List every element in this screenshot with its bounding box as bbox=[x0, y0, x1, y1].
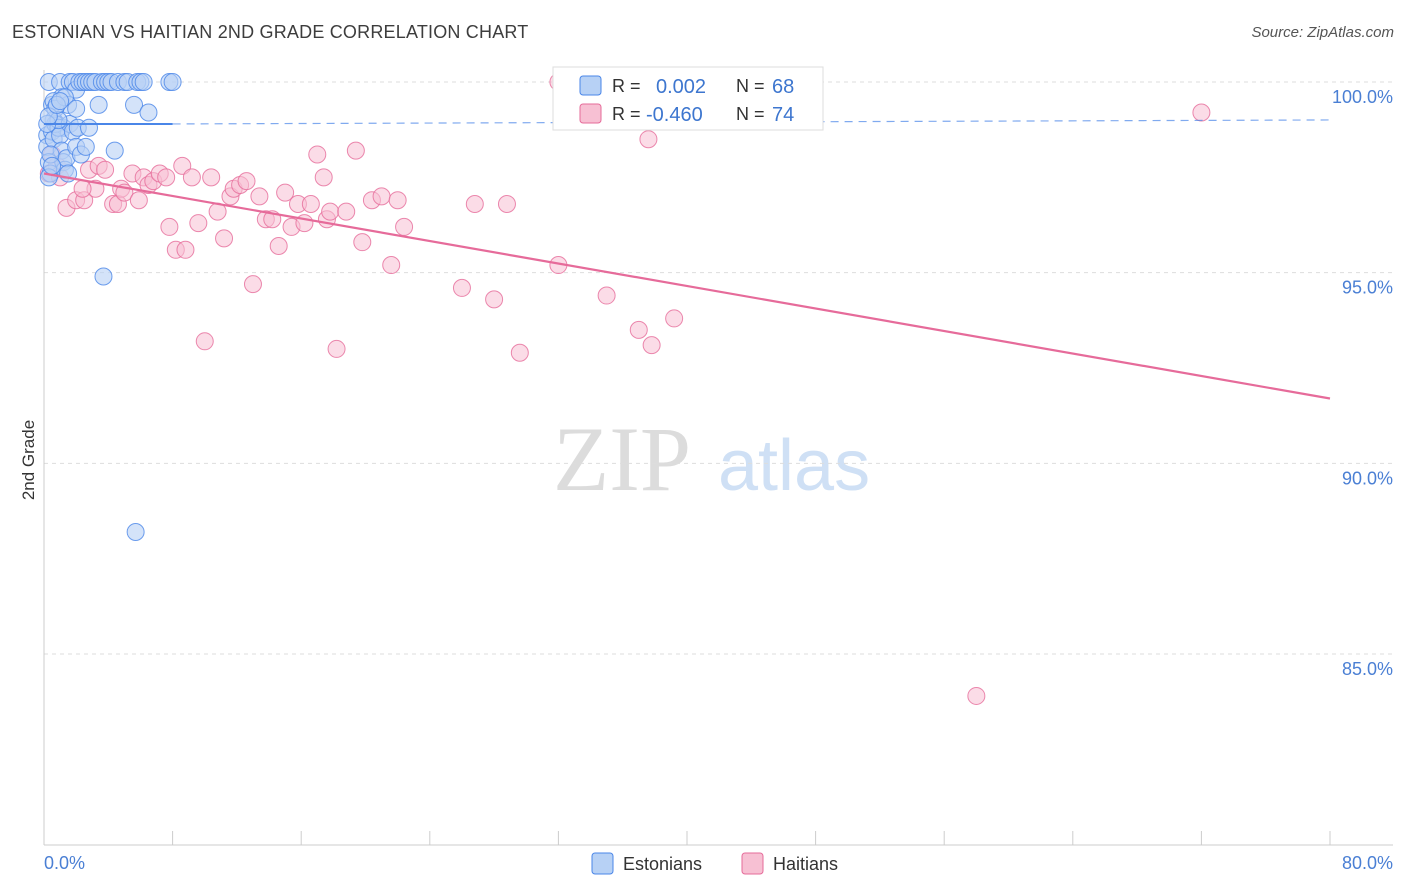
estonian-point bbox=[105, 141, 124, 160]
haitians-r-value: -0.460 bbox=[646, 104, 703, 126]
haitian-point bbox=[967, 686, 986, 705]
haitian-point bbox=[510, 343, 529, 362]
estonian-point bbox=[89, 95, 108, 114]
haitian-point bbox=[395, 217, 414, 236]
y-axis-title: 2nd Grade bbox=[19, 420, 38, 500]
haitian-point bbox=[129, 191, 148, 210]
haitian-point bbox=[157, 168, 176, 187]
haitian-point bbox=[269, 236, 288, 255]
estonians-swatch bbox=[579, 75, 602, 96]
legend-haitians-label: Haitians bbox=[773, 854, 838, 874]
haitian-point bbox=[276, 183, 295, 202]
haitian-point bbox=[96, 160, 115, 179]
haitian-point bbox=[639, 130, 658, 149]
estonian-point bbox=[76, 137, 95, 156]
y-tick-labels: 100.0% 95.0% 90.0% 85.0% bbox=[1332, 87, 1393, 679]
haitians-swatch bbox=[579, 103, 602, 124]
watermark-zip: ZIP bbox=[553, 408, 691, 510]
estonian-point bbox=[163, 73, 182, 91]
haitian-point bbox=[327, 339, 346, 358]
y-tick-label: 85.0% bbox=[1342, 659, 1393, 679]
haitian-point bbox=[346, 141, 365, 160]
haitian-point bbox=[337, 202, 356, 221]
estonian-point bbox=[43, 156, 62, 175]
chart-title: ESTONIAN VS HAITIAN 2ND GRADE CORRELATIO… bbox=[12, 22, 529, 42]
legend-estonians-label: Estonians bbox=[623, 854, 702, 874]
haitians-n-label: N = bbox=[736, 104, 765, 124]
haitian-point bbox=[202, 168, 221, 187]
x-tick-label-min: 0.0% bbox=[44, 853, 85, 873]
series-legend: Estonians Haitians bbox=[591, 852, 838, 875]
haitian-point bbox=[195, 332, 214, 351]
haitian-point bbox=[465, 195, 484, 214]
axes bbox=[43, 70, 1393, 846]
haitians-trend-line bbox=[43, 172, 1331, 400]
estonians-r-label: R = bbox=[612, 76, 641, 96]
gridlines bbox=[44, 81, 1393, 655]
y-tick-label: 90.0% bbox=[1342, 468, 1393, 488]
y-tick-label: 95.0% bbox=[1342, 278, 1393, 298]
source-credit: Source: ZipAtlas.com bbox=[1251, 24, 1394, 41]
haitian-point bbox=[452, 278, 471, 297]
haitian-point bbox=[250, 187, 269, 206]
haitian-point bbox=[665, 309, 684, 328]
estonian-point bbox=[51, 92, 70, 111]
haitians-r-label: R = bbox=[612, 104, 641, 124]
estonians-n-label: N = bbox=[736, 76, 765, 96]
haitian-point bbox=[189, 214, 208, 233]
watermark-atlas: atlas bbox=[718, 426, 870, 506]
haitian-point bbox=[497, 195, 516, 214]
estonian-point bbox=[94, 267, 113, 286]
watermark: ZIP atlas bbox=[553, 408, 870, 510]
haitian-point bbox=[1192, 103, 1211, 122]
haitian-point bbox=[215, 229, 234, 248]
estonian-point bbox=[134, 73, 153, 91]
haitian-point bbox=[485, 290, 504, 309]
haitian-point bbox=[176, 240, 195, 259]
estonians-n-value: 68 bbox=[772, 76, 794, 98]
trend-lines bbox=[43, 119, 1331, 400]
estonian-point bbox=[126, 522, 145, 541]
haitian-point bbox=[372, 187, 391, 206]
x-tick-label-max: 80.0% bbox=[1342, 853, 1393, 873]
haitian-point bbox=[182, 168, 201, 187]
haitian-point bbox=[629, 320, 648, 339]
estonian-point bbox=[67, 99, 86, 118]
estonian-point bbox=[139, 103, 158, 122]
y-tick-label: 100.0% bbox=[1332, 87, 1393, 107]
legend-haitians-swatch bbox=[741, 852, 764, 875]
haitian-point bbox=[353, 233, 372, 252]
haitian-point bbox=[388, 191, 407, 210]
estonians-r-value: 0.002 bbox=[656, 76, 706, 98]
haitian-point bbox=[382, 256, 401, 275]
haitian-point bbox=[243, 275, 262, 294]
haitian-point bbox=[237, 172, 256, 191]
haitians-n-value: 74 bbox=[772, 104, 794, 126]
stats-legend: R = 0.002 N = 68 R = -0.460 N = 74 bbox=[552, 66, 824, 131]
haitian-point bbox=[597, 286, 616, 305]
estonian-point bbox=[125, 95, 144, 114]
scatter-points bbox=[38, 73, 1211, 705]
haitian-point bbox=[308, 145, 327, 164]
estonian-point bbox=[80, 118, 99, 137]
haitian-point bbox=[73, 179, 92, 198]
haitian-point bbox=[642, 336, 661, 355]
haitian-point bbox=[301, 195, 320, 214]
legend-estonians-swatch bbox=[591, 852, 614, 875]
haitian-point bbox=[314, 168, 333, 187]
haitian-point bbox=[160, 217, 179, 236]
haitian-point bbox=[321, 202, 340, 221]
